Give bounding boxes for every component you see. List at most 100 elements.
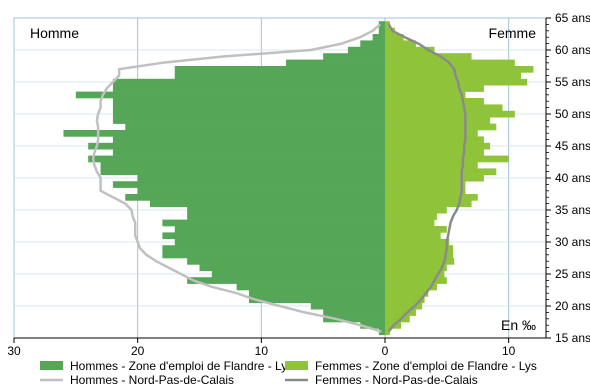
- x-tick-label: 20: [131, 344, 145, 358]
- y-tick-label: 65 ans: [555, 11, 590, 25]
- x-tick-label: 10: [255, 344, 269, 358]
- axis-layer: 30 20 10 0 10 15 ans 20 ans 25 ans 30 ans 35 ans 4…: [7, 11, 590, 358]
- women-zone-bar: [385, 258, 455, 265]
- men-zone-bar: [112, 78, 385, 86]
- men-zone-bar: [286, 59, 385, 67]
- men-zone-bar: [112, 149, 385, 156]
- men-zone-bar: [378, 27, 385, 35]
- men-zone-bar: [187, 277, 385, 284]
- x-tick-label: 10: [502, 344, 516, 358]
- men-zone-bar: [323, 53, 385, 60]
- men-zone-bar: [378, 21, 385, 28]
- men-zone-bar: [248, 296, 385, 304]
- y-tick-label: 30 ans: [555, 235, 590, 249]
- men-zone-bar: [75, 91, 385, 99]
- women-zone-bar: [385, 117, 491, 124]
- legend-label-men-zone: Hommes - Zone d'emploi de Flandre - Lys: [70, 359, 293, 373]
- y-tick-label: 25 ans: [555, 267, 590, 281]
- y-tick-label: 45 ans: [555, 139, 590, 153]
- y-tick-label: 35 ans: [555, 203, 590, 217]
- women-zone-bar: [385, 277, 447, 284]
- x-tick-label: 30: [7, 344, 21, 358]
- men-zone-bar: [174, 226, 385, 233]
- women-zone-bar: [385, 309, 416, 316]
- men-zone-bar: [112, 98, 385, 105]
- women-zone-bar: [385, 226, 447, 233]
- right-side-label: Femme: [489, 25, 537, 41]
- men-zone-bar: [88, 142, 385, 150]
- women-zone-bar: [385, 66, 534, 73]
- men-zone-bar: [360, 322, 385, 329]
- women-zone-bar: [385, 149, 484, 156]
- men-zone-bar: [88, 155, 385, 163]
- men-zone-bar: [360, 40, 385, 48]
- women-zone-bar: [385, 245, 454, 252]
- women-region-line: [387, 23, 467, 333]
- men-zone-bar: [137, 187, 385, 195]
- y-tick-label: 60 ans: [555, 43, 590, 57]
- y-tick-label: 55 ans: [555, 75, 590, 89]
- men-zone-bar: [162, 219, 385, 227]
- x-tick-label: 0: [382, 344, 389, 358]
- men-zone-bar: [100, 168, 386, 176]
- men-zone-bar: [378, 328, 385, 336]
- y-tick-label: 20 ans: [555, 299, 590, 313]
- men-zone-bar: [100, 162, 386, 169]
- legend-label-men-region: Hommes - Nord-Pas-de-Calais: [70, 373, 234, 385]
- unit-label: En ‰: [501, 317, 536, 333]
- legend-label-women-region: Femmes - Nord-Pas-de-Calais: [315, 373, 478, 385]
- women-zone-bar: [385, 283, 437, 291]
- men-zone-bar: [211, 270, 385, 278]
- left-side-label: Homme: [30, 25, 79, 41]
- women-zone-bar: [385, 270, 445, 278]
- men-zone-bar: [125, 123, 386, 131]
- men-zone-bar: [174, 66, 385, 73]
- women-zone-bar: [385, 168, 497, 176]
- women-zone-bar: [385, 34, 404, 41]
- men-zone-bar: [162, 245, 385, 252]
- women-zone-bar: [385, 213, 437, 220]
- men-zone-bar: [63, 130, 385, 137]
- women-zone-bar: [385, 238, 450, 246]
- men-zone-bar: [248, 290, 385, 297]
- women-zone-bar: [385, 27, 395, 35]
- women-zone-bar: [385, 315, 410, 323]
- lines-layer: [91, 23, 467, 333]
- women-zone-bar: [385, 302, 423, 310]
- women-zone-bar: [385, 130, 478, 137]
- men-zone-bar: [112, 181, 385, 188]
- women-zone-bar: [385, 251, 454, 259]
- women-zone-bar: [385, 219, 435, 227]
- men-zone-bar: [112, 136, 385, 144]
- women-zone-bar: [385, 142, 491, 150]
- women-zone-bar: [385, 174, 484, 182]
- legend-swatch-women-zone: [285, 361, 308, 370]
- women-zone-bar: [385, 200, 472, 208]
- men-zone-bar: [162, 251, 385, 259]
- men-zone-bar: [112, 104, 385, 112]
- men-zone-bar: [323, 309, 385, 316]
- men-zone-bar: [199, 264, 385, 272]
- men-zone-bar: [187, 258, 385, 265]
- men-zone-bar: [323, 315, 385, 323]
- women-zone-bar: [385, 232, 441, 240]
- women-zone-bar: [385, 162, 478, 169]
- men-zone-bar: [372, 34, 385, 41]
- women-zone-bar: [385, 206, 447, 214]
- women-zone-bar: [385, 85, 484, 92]
- men-zone-bar: [347, 46, 385, 54]
- women-zone-bar: [385, 290, 429, 297]
- women-zone-bar: [385, 187, 466, 195]
- women-zone-bar: [385, 328, 390, 336]
- women-zone-bar: [385, 91, 466, 99]
- men-zone-bar: [112, 110, 385, 118]
- men-zone-bar: [162, 232, 385, 240]
- women-zone-bar: [385, 194, 478, 201]
- women-zone-bar: [385, 53, 472, 60]
- women-zone-bar: [385, 136, 484, 144]
- men-zone-bar: [150, 200, 385, 208]
- women-zone-bar: [385, 21, 390, 28]
- men-region-line: [91, 23, 382, 333]
- women-zone-bar: [385, 296, 425, 304]
